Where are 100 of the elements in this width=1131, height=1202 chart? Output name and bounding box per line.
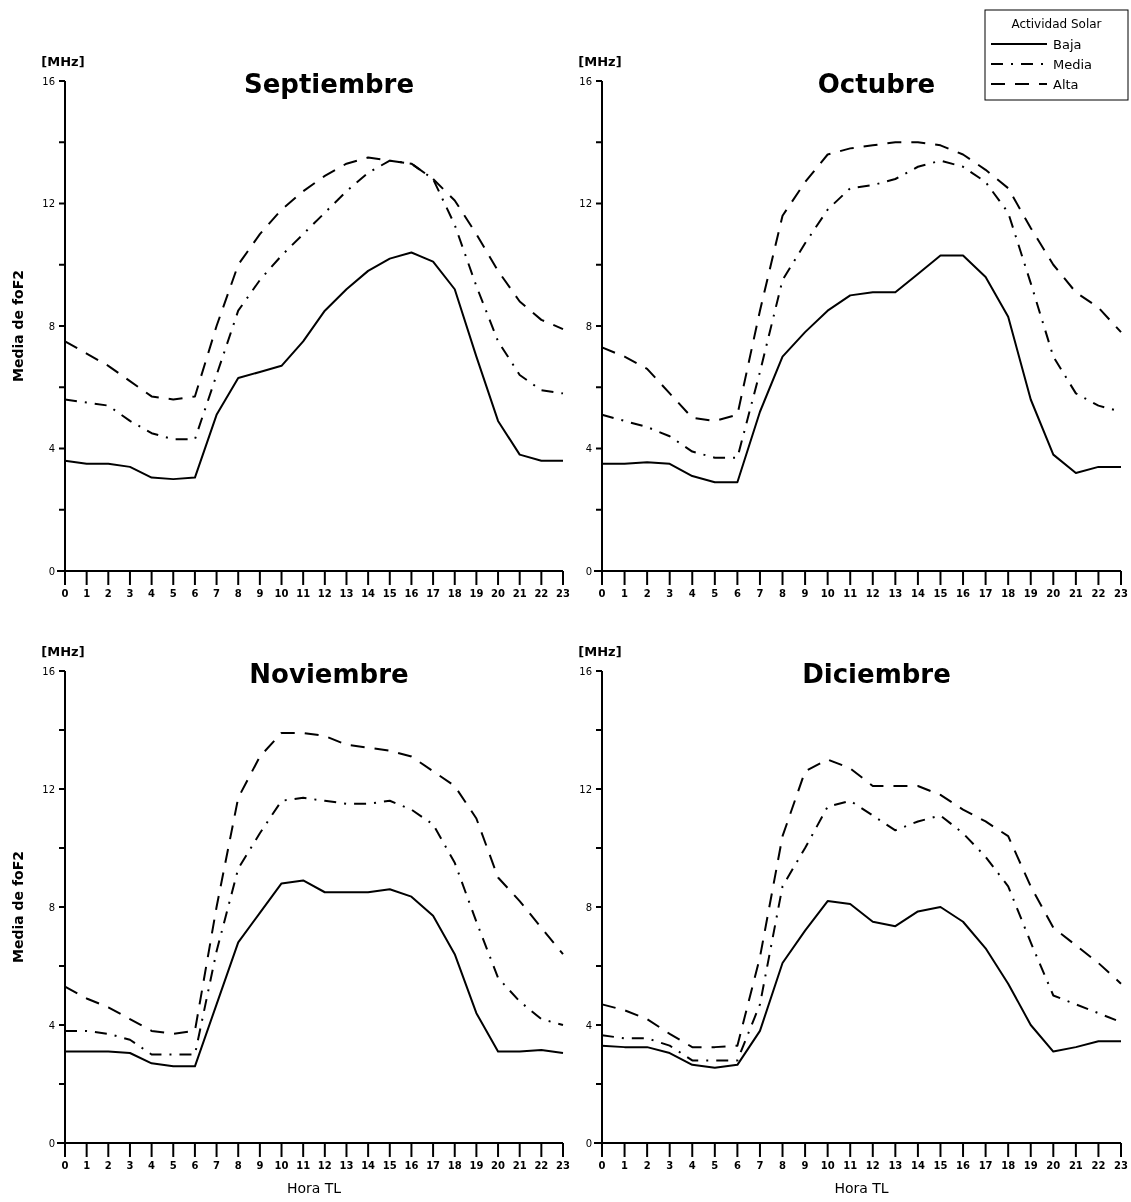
x-tick-label: 3: [666, 588, 674, 599]
x-tick-label: 23: [1114, 588, 1128, 599]
x-tick-label: 1: [621, 1160, 629, 1171]
x-tick-label: 14: [910, 1160, 925, 1171]
x-tick-label: 18: [447, 588, 462, 599]
x-tick-label: 16: [404, 588, 419, 599]
x-tick-label: 19: [469, 588, 484, 599]
x-tick-label: 18: [1001, 588, 1016, 599]
x-tick-label: 8: [234, 588, 242, 599]
x-tick-label: 22: [534, 1160, 549, 1171]
x-tick-label: 10: [274, 588, 289, 599]
x-tick-label: 15: [382, 588, 397, 599]
x-tick-label: 21: [1068, 1160, 1083, 1171]
x-tick-label: 3: [666, 1160, 674, 1171]
x-tick-label: 13: [888, 588, 903, 599]
legend-title: Actividad Solar: [1011, 17, 1102, 31]
x-tick-label: 4: [688, 1160, 696, 1171]
x-tick-label: 5: [169, 588, 177, 599]
x-tick-label: 2: [104, 1160, 112, 1171]
y-axis-title: Media de foF2: [10, 270, 26, 382]
y-tick-label: 8: [48, 901, 55, 913]
x-tick-label: 5: [711, 1160, 719, 1171]
x-tick-label: 18: [1001, 1160, 1016, 1171]
y-tick-label: 16: [42, 665, 55, 677]
y-tick-label: 16: [579, 665, 592, 677]
y-tick-label: 8: [48, 320, 55, 332]
y-tick-label: 4: [585, 1019, 592, 1031]
x-tick-label: 21: [512, 1160, 527, 1171]
x-tick-label: 15: [382, 1160, 397, 1171]
x-tick-label: 0: [61, 1160, 69, 1171]
chart-title: Noviembre: [249, 659, 409, 689]
x-tick-label: 4: [148, 588, 156, 599]
x-tick-label: 6: [733, 588, 741, 599]
x-tick-label: 0: [598, 1160, 606, 1171]
x-tick-label: 0: [61, 588, 69, 599]
x-tick-label: 4: [688, 588, 696, 599]
legend-label: Baja: [1053, 36, 1082, 52]
x-axis-title: Hora TL: [834, 1180, 889, 1196]
x-tick-label: 16: [956, 1160, 971, 1171]
x-tick-label: 23: [1114, 1160, 1128, 1171]
x-tick-label: 19: [469, 1160, 484, 1171]
x-tick-label: 0: [598, 588, 606, 599]
y-tick-label: 16: [42, 75, 55, 87]
x-tick-label: 7: [756, 588, 764, 599]
x-tick-label: 8: [779, 1160, 787, 1171]
text: [MHz]: [578, 54, 622, 69]
x-tick-label: 9: [801, 588, 809, 599]
x-tick-label: 13: [339, 1160, 354, 1171]
x-tick-label: 16: [404, 1160, 419, 1171]
x-tick-label: 12: [317, 1160, 332, 1171]
text: [MHz]: [578, 644, 622, 659]
x-tick-label: 20: [491, 588, 506, 599]
y-tick-label: 12: [42, 198, 55, 209]
x-tick-label: 21: [512, 588, 527, 599]
x-tick-label: 22: [534, 588, 549, 599]
x-tick-label: 20: [1046, 1160, 1061, 1171]
x-tick-label: 17: [978, 588, 993, 599]
y-axis-title: Media de foF2: [10, 851, 26, 963]
x-tick-label: 15: [933, 1160, 948, 1171]
x-tick-label: 11: [843, 588, 858, 599]
x-tick-label: 13: [888, 1160, 903, 1171]
x-tick-label: 23: [556, 1160, 570, 1171]
x-tick-label: 13: [339, 588, 354, 599]
x-tick-label: 17: [426, 1160, 441, 1171]
x-tick-label: 17: [426, 588, 441, 599]
x-tick-label: 22: [1091, 588, 1106, 599]
y-tick-label: 12: [579, 198, 592, 209]
x-tick-label: 6: [191, 588, 199, 599]
x-tick-label: 1: [621, 588, 629, 599]
x-tick-label: 2: [643, 1160, 651, 1171]
y-tick-label: 0: [48, 1137, 55, 1149]
chart-title: Octubre: [817, 69, 936, 99]
x-tick-label: 17: [978, 1160, 993, 1171]
legend-label: Alta: [1053, 76, 1079, 92]
x-tick-label: 14: [361, 588, 376, 599]
x-tick-label: 12: [317, 588, 332, 599]
x-axis-title: Hora TL: [286, 1180, 342, 1196]
chart-title: Diciembre: [802, 659, 951, 689]
legend-label: Media: [1053, 56, 1093, 72]
y-tick-label: 8: [585, 320, 592, 332]
x-tick-label: 14: [361, 1160, 376, 1171]
x-tick-label: 12: [865, 1160, 880, 1171]
y-tick-label: 16: [579, 75, 592, 87]
x-tick-label: 7: [756, 1160, 764, 1171]
y-tick-label: 12: [579, 783, 592, 795]
x-tick-label: 2: [104, 588, 112, 599]
x-tick-label: 15: [933, 588, 948, 599]
x-tick-label: 11: [296, 588, 311, 599]
x-tick-label: 21: [1068, 588, 1083, 599]
x-tick-label: 4: [148, 1160, 156, 1171]
x-tick-label: 8: [779, 588, 787, 599]
x-tick-label: 2: [643, 588, 651, 599]
chart-title: Septiembre: [243, 69, 415, 99]
text: [MHz]: [41, 54, 85, 69]
x-tick-label: 5: [711, 588, 719, 599]
x-tick-label: 10: [274, 1160, 289, 1171]
x-tick-label: 9: [256, 588, 264, 599]
text: [MHz]: [41, 644, 85, 659]
x-tick-label: 19: [1023, 1160, 1038, 1171]
y-tick-label: 4: [585, 443, 592, 454]
